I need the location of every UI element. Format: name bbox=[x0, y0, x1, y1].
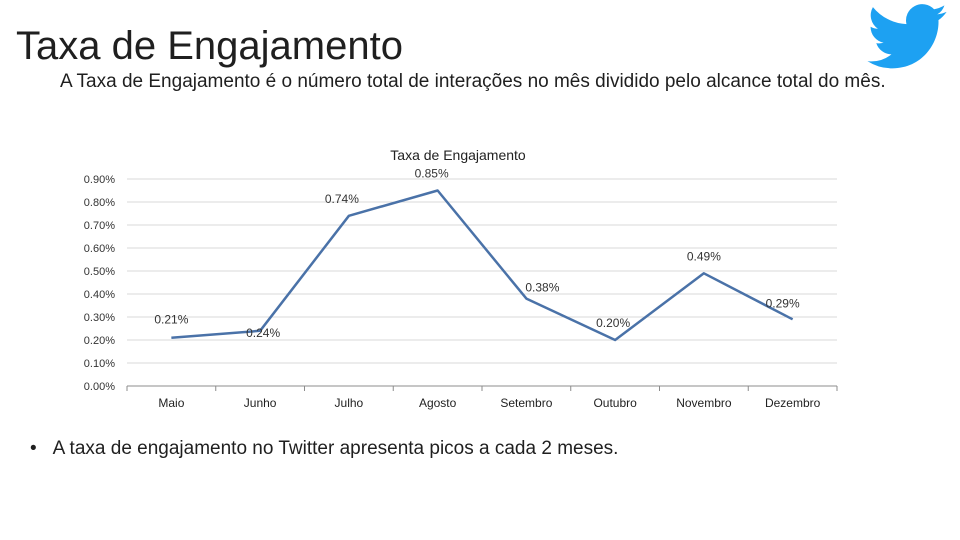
x-tick-label: Julho bbox=[335, 396, 364, 410]
x-tick-label: Setembro bbox=[500, 396, 552, 410]
page-subtitle: A Taxa de Engajamento é o número total d… bbox=[60, 71, 886, 92]
y-tick-label: 0.60% bbox=[84, 243, 115, 255]
y-tick-label: 0.80% bbox=[84, 197, 115, 209]
data-label: 0.38% bbox=[525, 281, 559, 295]
chart-title: Taxa de Engajamento bbox=[390, 147, 526, 163]
data-label: 0.21% bbox=[154, 313, 188, 327]
bullet-dot: • bbox=[30, 438, 37, 459]
page-title: Taxa de Engajamento bbox=[16, 24, 403, 68]
x-tick-label: Agosto bbox=[419, 396, 457, 410]
y-tick-label: 0.10% bbox=[84, 358, 115, 370]
data-label: 0.85% bbox=[415, 167, 449, 181]
y-tick-label: 0.90% bbox=[84, 174, 115, 186]
data-label: 0.24% bbox=[246, 326, 280, 340]
data-label: 0.49% bbox=[687, 249, 721, 263]
y-tick-label: 0.70% bbox=[84, 220, 115, 232]
y-tick-label: 0.40% bbox=[84, 289, 115, 301]
x-tick-label: Maio bbox=[158, 396, 184, 410]
bullet-text: A taxa de engajamento no Twitter apresen… bbox=[52, 438, 619, 459]
series-line bbox=[171, 189, 794, 342]
data-label: 0.74% bbox=[325, 192, 359, 206]
x-tick-label: Novembro bbox=[676, 396, 732, 410]
x-tick-label: Outubro bbox=[593, 396, 637, 410]
x-tick-label: Junho bbox=[244, 396, 277, 410]
data-label: 0.20% bbox=[596, 316, 630, 330]
twitter-bird-icon bbox=[867, 4, 947, 69]
y-tick-label: 0.00% bbox=[84, 381, 115, 393]
bullet-point: • A taxa de engajamento no Twitter aprese… bbox=[30, 436, 618, 462]
data-label: 0.29% bbox=[766, 296, 800, 310]
y-tick-label: 0.50% bbox=[84, 266, 115, 278]
y-tick-label: 0.30% bbox=[84, 312, 115, 324]
y-tick-label: 0.20% bbox=[84, 335, 115, 347]
x-tick-label: Dezembro bbox=[765, 396, 821, 410]
